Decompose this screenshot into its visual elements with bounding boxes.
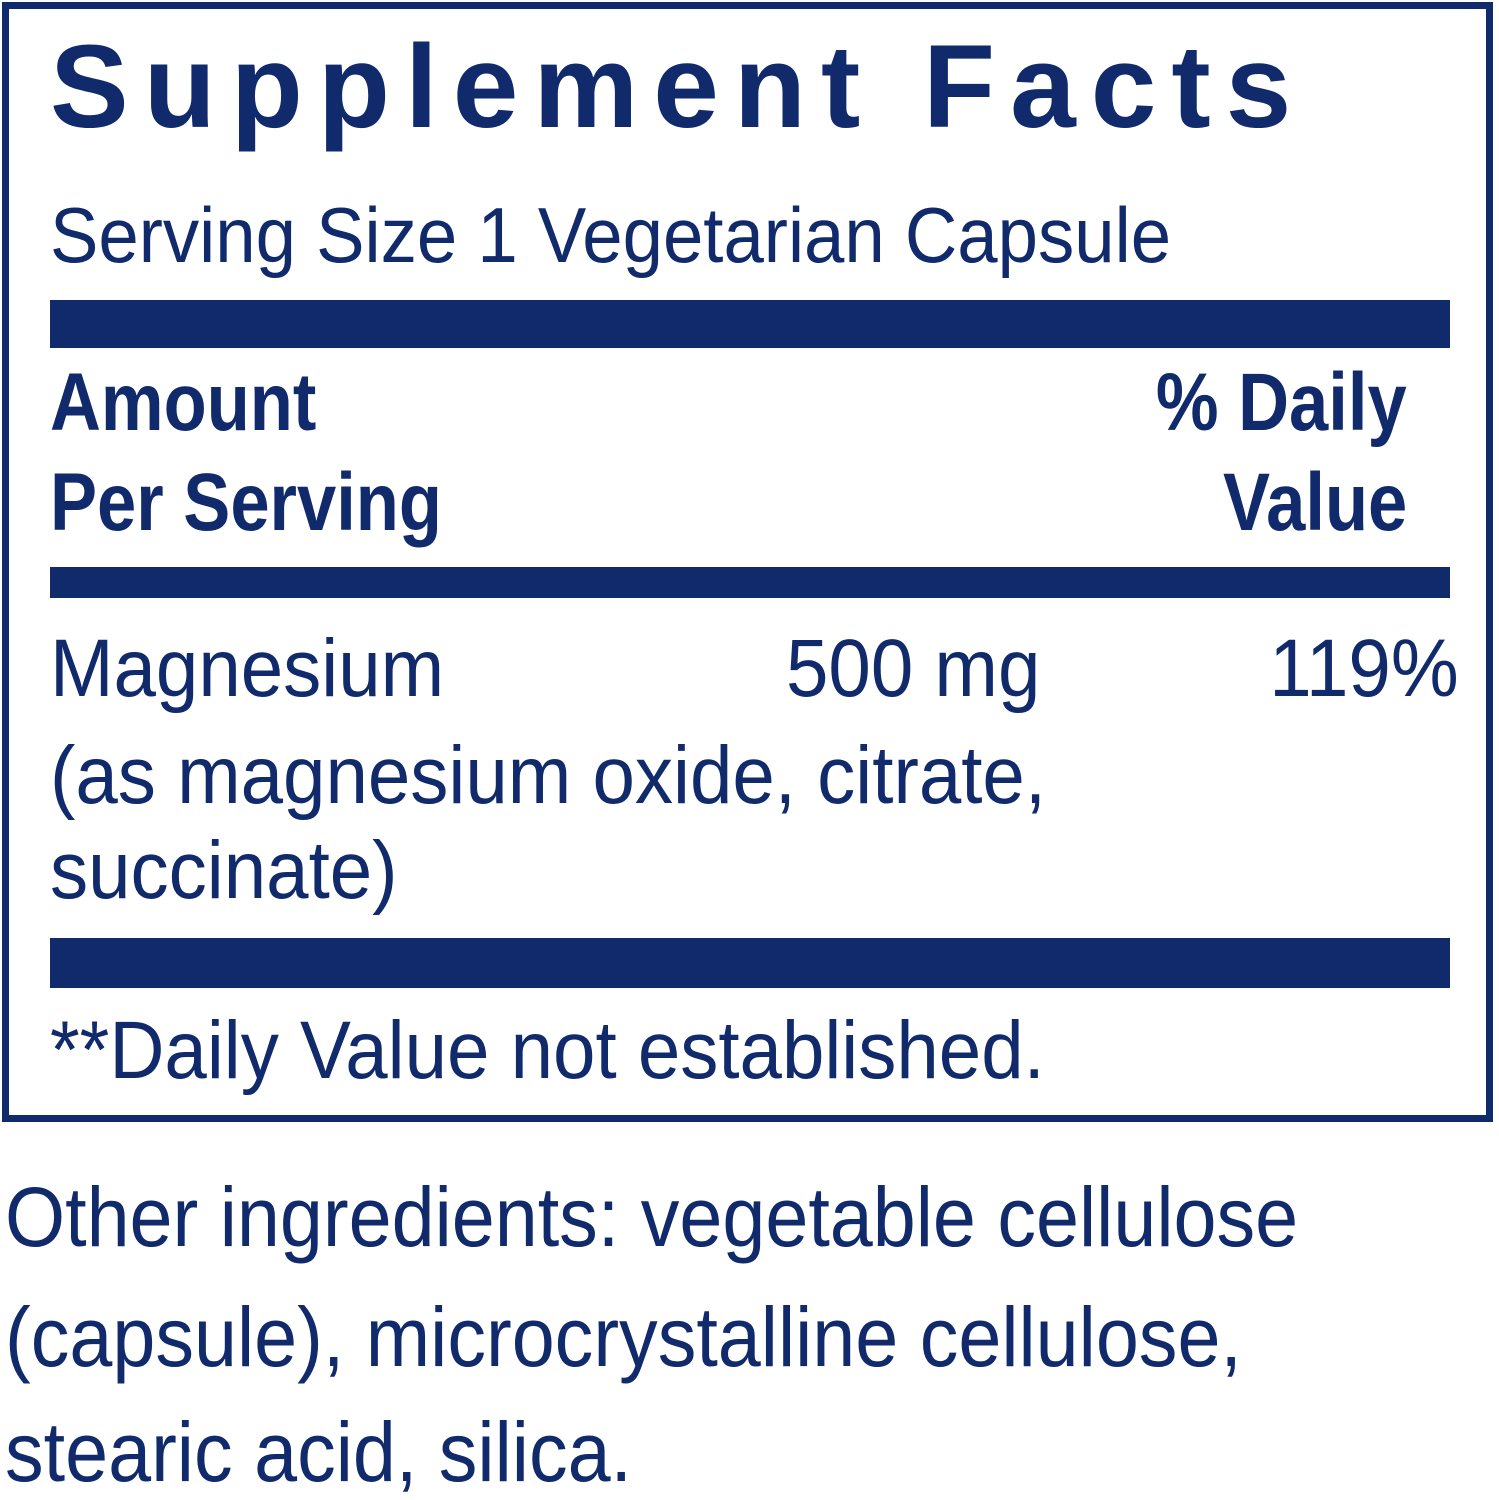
nutrient-amount: 500 mg <box>786 623 1041 714</box>
other-ingredients-line2: (capsule), microcrystalline cellulose, <box>5 1290 1242 1384</box>
panel-title: Supplement Facts <box>50 21 1307 153</box>
amount-header-line2: Per Serving <box>50 457 442 548</box>
nutrient-detail-line1: (as magnesium oxide, citrate, <box>50 730 1047 821</box>
nutrient-daily-value: 119% <box>1269 623 1459 714</box>
other-ingredients-line3: stearic acid, silica. <box>5 1405 633 1499</box>
dv-header-line1: % Daily <box>1156 357 1407 448</box>
divider-bar-thick <box>50 300 1450 348</box>
footnote: **Daily Value not established. <box>50 1005 1045 1096</box>
divider-bar-thick <box>50 938 1450 988</box>
nutrient-detail-line2: succinate) <box>50 825 398 916</box>
supplement-facts-panel <box>2 2 1493 1122</box>
other-ingredients-line1: Other ingredients: vegetable cellulose <box>5 1170 1299 1264</box>
serving-size: Serving Size 1 Vegetarian Capsule <box>50 191 1172 279</box>
amount-header-line1: Amount <box>50 357 317 448</box>
dv-header-line2: Value <box>1222 457 1407 548</box>
nutrient-name: Magnesium <box>50 623 445 714</box>
divider-bar <box>50 567 1450 598</box>
